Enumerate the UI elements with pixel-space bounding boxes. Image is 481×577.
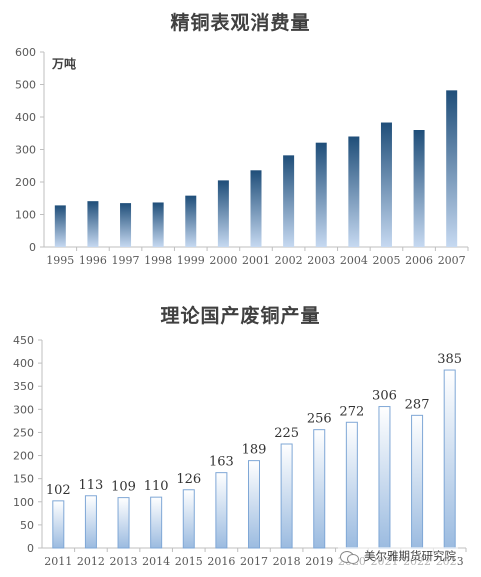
bar	[345, 421, 358, 549]
data-label: 256	[307, 412, 332, 427]
x-tick-label: 2016	[207, 555, 235, 568]
chart1-title: 精铜表观消费量	[170, 12, 311, 34]
bar	[446, 90, 458, 247]
x-tick-label: 1995	[46, 254, 74, 267]
bar	[248, 460, 260, 549]
x-tick-label: 2003	[307, 254, 335, 267]
x-tick-label: 2018	[273, 555, 301, 568]
data-label: 113	[79, 478, 104, 493]
bar	[150, 496, 163, 549]
data-label: 109	[111, 480, 136, 495]
x-tick-label: 2011	[44, 555, 72, 568]
bar	[215, 472, 228, 549]
x-tick-label: 2015	[175, 555, 203, 568]
data-label: 385	[437, 352, 462, 367]
watermark: 美尔雅期货研究院	[338, 547, 458, 565]
bar	[315, 142, 327, 247]
bar	[380, 122, 392, 247]
chart2-title: 理论国产废铜产量	[160, 305, 321, 327]
watermark-text: 美尔雅期货研究院	[364, 549, 456, 563]
bar	[443, 369, 456, 549]
x-tick-label: 2013	[110, 555, 138, 568]
bar	[217, 180, 229, 247]
data-label: 126	[176, 472, 201, 487]
y-tick-label: 150	[13, 473, 34, 486]
wechat-icon	[340, 549, 360, 564]
x-tick-label: 2007	[438, 254, 466, 267]
bar	[152, 202, 164, 247]
bar	[182, 489, 195, 549]
bar	[117, 497, 130, 549]
scrap-output-bar-chart: 0 50 100 150 200 250 300 350 400 450 2011 102 2012 11…	[13, 334, 467, 568]
y-tick-label: 400	[15, 111, 36, 124]
x-tick-label: 1998	[144, 254, 172, 267]
x-tick-label: 1996	[79, 254, 107, 267]
y-tick-label: 100	[13, 496, 34, 509]
y-tick-label: 100	[15, 209, 36, 222]
data-label: 272	[339, 404, 364, 419]
data-label: 189	[242, 443, 267, 458]
data-label: 287	[405, 397, 430, 412]
data-label: 163	[209, 455, 234, 470]
x-tick-label: 2006	[405, 254, 433, 267]
x-tick-label: 2002	[275, 254, 303, 267]
x-tick-label: 2017	[240, 555, 268, 568]
y-tick-label: 600	[15, 46, 36, 59]
bar	[120, 203, 132, 247]
y-tick-label: 500	[15, 79, 36, 92]
bar	[250, 170, 262, 247]
x-tick-label: 2019	[305, 555, 333, 568]
y-tick-label: 50	[20, 519, 34, 532]
bar	[348, 136, 360, 247]
unit-label: 万吨	[51, 56, 76, 71]
consumption-bar-chart: 0 100 200 300 400 500 600 万吨 1995 1996 1997 1998 199…	[15, 46, 469, 267]
bar	[313, 429, 326, 549]
y-tick-label: 300	[15, 144, 36, 157]
y-tick-label: 200	[15, 176, 36, 189]
y-tick-label: 0	[29, 241, 36, 254]
x-tick-label: 2000	[209, 254, 237, 267]
x-tick-label: 2001	[242, 254, 270, 267]
bar	[283, 155, 295, 247]
bar	[413, 130, 425, 247]
bar	[54, 205, 66, 247]
y-tick-label: 350	[13, 380, 34, 393]
bar	[84, 495, 97, 549]
x-tick-label: 2004	[340, 254, 368, 267]
y-tick-label: 450	[13, 334, 34, 347]
bar	[185, 195, 197, 247]
y-tick-label: 200	[13, 450, 34, 463]
bar	[411, 414, 424, 549]
bar	[280, 443, 293, 549]
data-label: 225	[274, 426, 299, 441]
y-tick-label: 400	[13, 357, 34, 370]
data-label: 306	[372, 389, 397, 404]
x-tick-label: 1997	[112, 254, 140, 267]
bar	[87, 201, 99, 247]
y-tick-label: 0	[27, 542, 34, 555]
x-tick-label: 2014	[142, 555, 170, 568]
y-tick-label: 250	[13, 426, 34, 439]
x-tick-label: 1999	[177, 254, 205, 267]
x-tick-label: 2005	[372, 254, 400, 267]
data-label: 110	[144, 479, 169, 494]
bar	[52, 500, 65, 549]
y-tick-label: 300	[13, 403, 34, 416]
x-tick-label: 2012	[77, 555, 105, 568]
data-label: 102	[46, 483, 71, 498]
bar	[378, 406, 391, 549]
